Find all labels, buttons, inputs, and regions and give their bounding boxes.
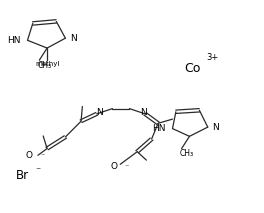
Text: N: N — [97, 108, 103, 117]
Text: N: N — [213, 123, 219, 132]
Text: Co: Co — [184, 62, 200, 75]
Text: Br: Br — [16, 169, 29, 182]
Text: N: N — [70, 34, 77, 43]
Text: methyl: methyl — [35, 61, 59, 67]
Text: HN: HN — [152, 124, 166, 133]
Text: CH₃: CH₃ — [180, 149, 194, 158]
Text: N: N — [140, 108, 147, 117]
Text: ⁻: ⁻ — [35, 166, 40, 176]
Text: CH₃: CH₃ — [37, 61, 51, 71]
Text: O: O — [111, 162, 118, 171]
Text: ⁻: ⁻ — [40, 152, 44, 161]
Text: ⁻: ⁻ — [125, 162, 129, 171]
Text: HN: HN — [7, 36, 21, 45]
Text: 3+: 3+ — [206, 53, 219, 62]
Text: O: O — [25, 151, 32, 160]
